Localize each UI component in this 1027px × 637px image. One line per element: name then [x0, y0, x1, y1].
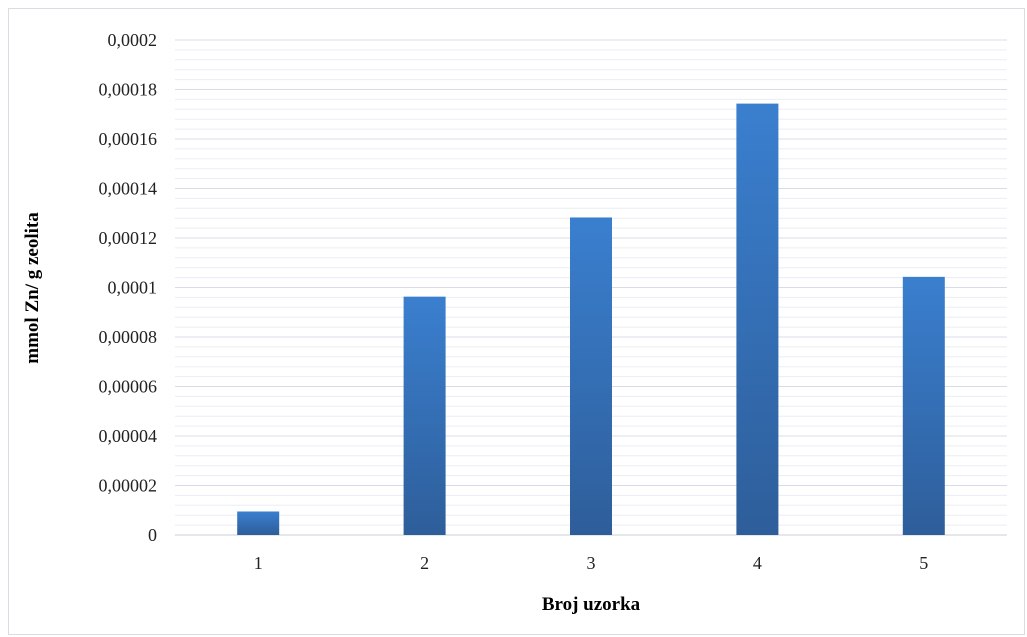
- x-tick-label: 2: [420, 553, 429, 573]
- y-tick-label: 0,0001: [108, 278, 158, 298]
- y-tick-label: 0,0002: [108, 30, 158, 50]
- y-tick-label: 0,00006: [99, 377, 158, 397]
- y-tick-label: 0: [148, 525, 157, 545]
- y-tick-label: 0,00008: [99, 327, 158, 347]
- bar-1: [237, 511, 280, 535]
- y-axis-title: mmol Zn/ g zeolita: [22, 212, 43, 364]
- x-tick-label: 4: [753, 553, 762, 573]
- chart-frame: [8, 8, 1025, 635]
- bar-2: [403, 296, 446, 535]
- bar-3: [570, 217, 612, 535]
- y-axis-tick-labels: 0 0,00002 0,00004 0,00006 0,00008 0,0001 0,000…: [99, 30, 158, 545]
- y-tick-label: 0,00016: [99, 129, 158, 149]
- y-tick-label: 0,00012: [99, 228, 158, 248]
- x-axis-tick-labels: 1 2 3 4 5: [254, 553, 929, 573]
- y-tick-label: 0,00018: [99, 80, 158, 100]
- bars: [237, 103, 945, 536]
- y-tick-label: 0,00004: [99, 426, 158, 446]
- bar-4: [736, 103, 779, 536]
- x-tick-label: 5: [919, 553, 928, 573]
- x-tick-label: 1: [254, 553, 263, 573]
- y-tick-label: 0,00014: [99, 179, 158, 199]
- x-tick-label: 3: [587, 553, 596, 573]
- y-tick-label: 0,00002: [99, 476, 158, 496]
- x-axis-title: Broj uzorka: [542, 594, 641, 615]
- bar-5: [902, 276, 945, 535]
